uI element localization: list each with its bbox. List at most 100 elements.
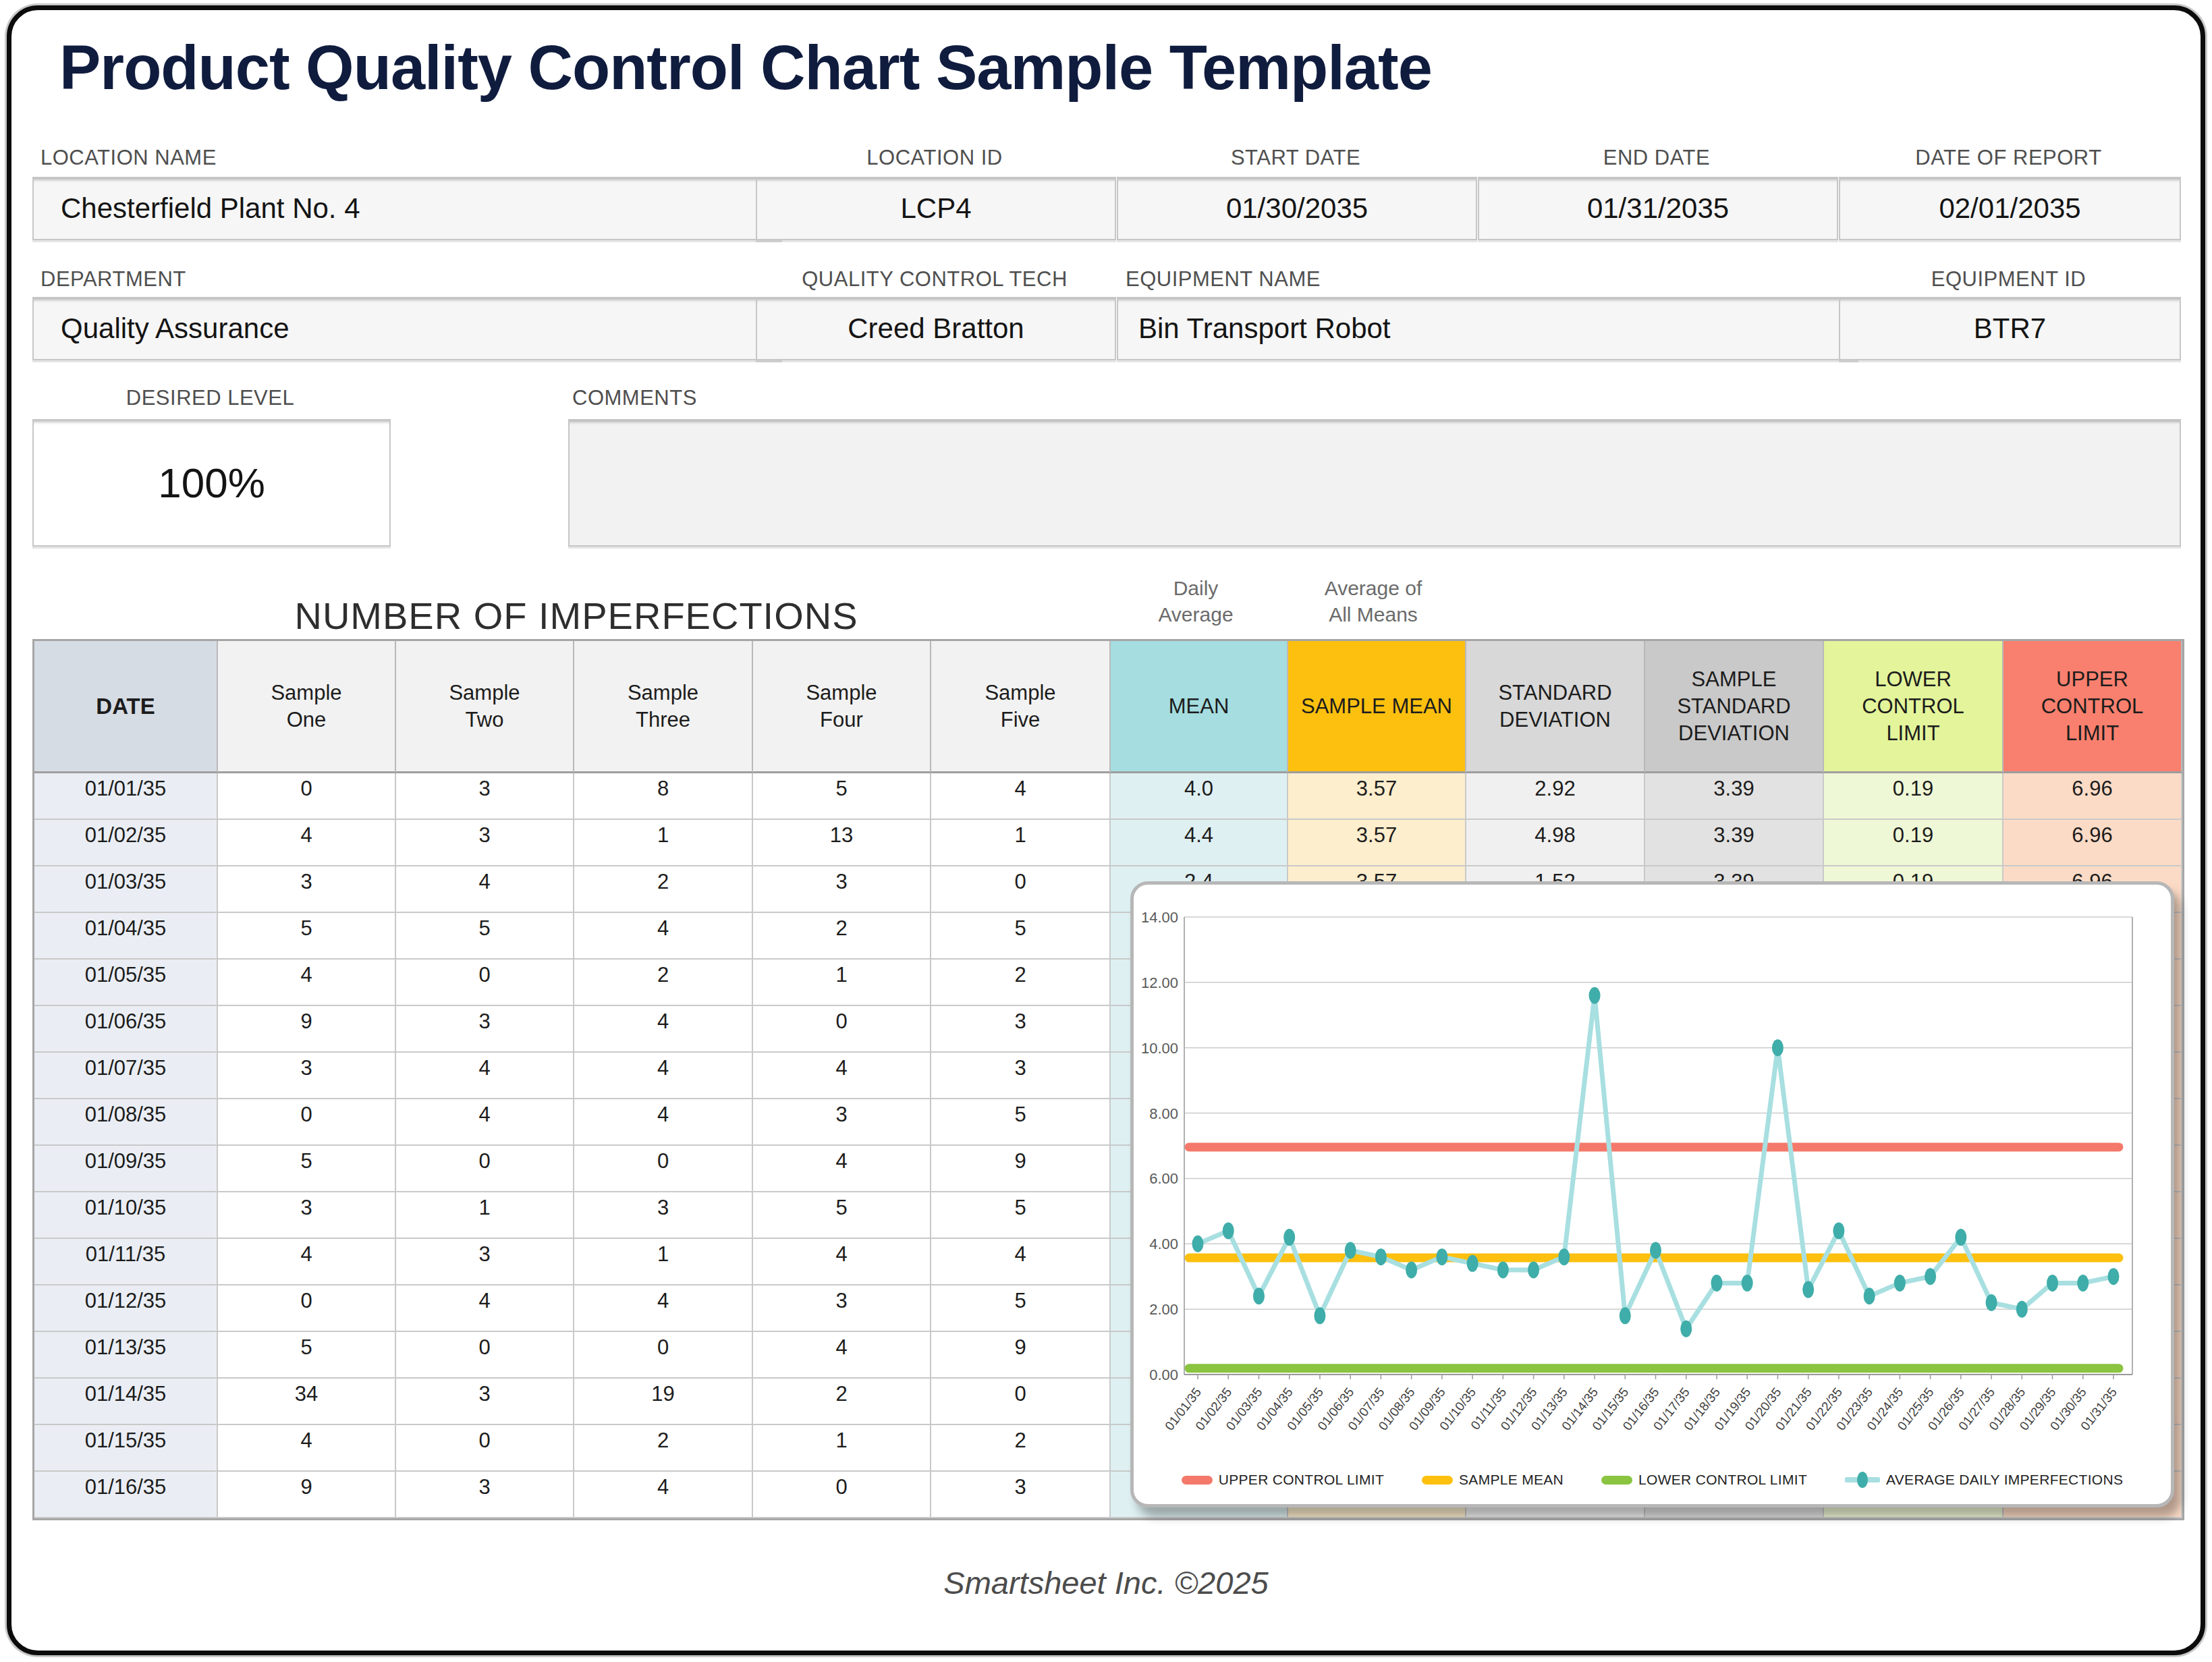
cell-sample-3[interactable]: 8 xyxy=(574,773,753,820)
qc-tech-field[interactable]: Creed Bratton xyxy=(756,297,1116,360)
cell-sample-2[interactable]: 3 xyxy=(396,1006,574,1053)
cell-sample-3[interactable]: 19 xyxy=(574,1379,753,1425)
cell-date[interactable]: 01/05/35 xyxy=(34,960,218,1006)
cell-date[interactable]: 01/04/35 xyxy=(34,913,218,960)
cell-sample-3[interactable]: 4 xyxy=(574,1053,753,1099)
cell-sample-3[interactable]: 1 xyxy=(574,820,753,866)
cell-sample-5[interactable]: 4 xyxy=(931,773,1111,820)
start-date-field[interactable]: 01/30/2035 xyxy=(1117,177,1477,240)
cell-sample-4[interactable]: 0 xyxy=(753,1472,931,1518)
cell-date[interactable]: 01/06/35 xyxy=(34,1006,218,1053)
cell-sample_mean[interactable]: 3.57 xyxy=(1288,773,1466,820)
cell-date[interactable]: 01/16/35 xyxy=(34,1472,218,1518)
equipment-id-field[interactable]: BTR7 xyxy=(1839,297,2181,360)
cell-sample-3[interactable]: 4 xyxy=(574,1099,753,1146)
cell-sample-4[interactable]: 2 xyxy=(753,1379,931,1425)
cell-date[interactable]: 01/09/35 xyxy=(34,1146,218,1192)
cell-sample-1[interactable]: 4 xyxy=(218,960,396,1006)
cell-sample-2[interactable]: 4 xyxy=(396,1053,574,1099)
cell-sample-5[interactable]: 0 xyxy=(931,866,1111,913)
cell-date[interactable]: 01/02/35 xyxy=(34,820,218,866)
date-of-report-field[interactable]: 02/01/2035 xyxy=(1839,177,2181,240)
cell-sample-4[interactable]: 1 xyxy=(753,960,931,1006)
desired-level-field[interactable]: 100% xyxy=(32,419,391,547)
cell-sample-1[interactable]: 3 xyxy=(218,1053,396,1099)
cell-sample-5[interactable]: 3 xyxy=(931,1053,1111,1099)
cell-sample-1[interactable]: 5 xyxy=(218,913,396,960)
cell-sample-3[interactable]: 0 xyxy=(574,1146,753,1192)
cell-sample-4[interactable]: 3 xyxy=(753,866,931,913)
cell-mean[interactable]: 4.0 xyxy=(1111,773,1288,820)
cell-sample-2[interactable]: 4 xyxy=(396,1285,574,1332)
cell-lcl[interactable]: 0.19 xyxy=(1824,820,2003,866)
cell-date[interactable]: 01/13/35 xyxy=(34,1332,218,1379)
cell-sample-3[interactable]: 3 xyxy=(574,1192,753,1239)
cell-sample-1[interactable]: 4 xyxy=(218,1425,396,1472)
cell-sample-5[interactable]: 5 xyxy=(931,1285,1111,1332)
cell-sample-3[interactable]: 4 xyxy=(574,1285,753,1332)
cell-sample-4[interactable]: 3 xyxy=(753,1285,931,1332)
cell-date[interactable]: 01/08/35 xyxy=(34,1099,218,1146)
cell-sample-4[interactable]: 4 xyxy=(753,1146,931,1192)
cell-sample-1[interactable]: 3 xyxy=(218,1192,396,1239)
cell-sample-5[interactable]: 1 xyxy=(931,820,1111,866)
cell-sample-3[interactable]: 4 xyxy=(574,1472,753,1518)
cell-date[interactable]: 01/01/35 xyxy=(34,773,218,820)
cell-sample-4[interactable]: 4 xyxy=(753,1053,931,1099)
equipment-name-field[interactable]: Bin Transport Robot xyxy=(1117,297,1858,360)
cell-sample-2[interactable]: 4 xyxy=(396,1099,574,1146)
cell-sample-3[interactable]: 4 xyxy=(574,913,753,960)
cell-sample-1[interactable]: 5 xyxy=(218,1332,396,1379)
cell-sample-5[interactable]: 3 xyxy=(931,1006,1111,1053)
cell-sample-4[interactable]: 0 xyxy=(753,1006,931,1053)
cell-sample-1[interactable]: 34 xyxy=(218,1379,396,1425)
cell-sstd[interactable]: 3.39 xyxy=(1645,773,1824,820)
cell-date[interactable]: 01/15/35 xyxy=(34,1425,218,1472)
cell-sample-4[interactable]: 2 xyxy=(753,913,931,960)
cell-sample-3[interactable]: 4 xyxy=(574,1006,753,1053)
cell-mean[interactable]: 4.4 xyxy=(1111,820,1288,866)
cell-sstd[interactable]: 3.39 xyxy=(1645,820,1824,866)
cell-sample-2[interactable]: 5 xyxy=(396,913,574,960)
cell-sample-4[interactable]: 3 xyxy=(753,1099,931,1146)
cell-sample-4[interactable]: 5 xyxy=(753,773,931,820)
cell-sample-1[interactable]: 0 xyxy=(218,773,396,820)
cell-sample-3[interactable]: 0 xyxy=(574,1332,753,1379)
cell-sample-2[interactable]: 0 xyxy=(396,960,574,1006)
cell-std[interactable]: 2.92 xyxy=(1466,773,1645,820)
cell-sample-2[interactable]: 0 xyxy=(396,1425,574,1472)
cell-sample-5[interactable]: 5 xyxy=(931,1192,1111,1239)
cell-ucl[interactable]: 6.96 xyxy=(2003,773,2182,820)
end-date-field[interactable]: 01/31/2035 xyxy=(1478,177,1838,240)
location-name-field[interactable]: Chesterfield Plant No. 4 xyxy=(32,177,782,240)
cell-sample-2[interactable]: 3 xyxy=(396,1239,574,1285)
cell-sample-2[interactable]: 3 xyxy=(396,1472,574,1518)
cell-sample-4[interactable]: 4 xyxy=(753,1239,931,1285)
cell-sample-3[interactable]: 2 xyxy=(574,1425,753,1472)
cell-sample-5[interactable]: 0 xyxy=(931,1379,1111,1425)
cell-sample-5[interactable]: 4 xyxy=(931,1239,1111,1285)
cell-sample-1[interactable]: 3 xyxy=(218,866,396,913)
cell-sample-5[interactable]: 9 xyxy=(931,1332,1111,1379)
cell-sample-4[interactable]: 4 xyxy=(753,1332,931,1379)
cell-date[interactable]: 01/11/35 xyxy=(34,1239,218,1285)
cell-sample-1[interactable]: 5 xyxy=(218,1146,396,1192)
cell-std[interactable]: 4.98 xyxy=(1466,820,1645,866)
cell-sample-1[interactable]: 4 xyxy=(218,820,396,866)
cell-sample-2[interactable]: 3 xyxy=(396,773,574,820)
cell-sample-1[interactable]: 9 xyxy=(218,1472,396,1518)
cell-sample-4[interactable]: 13 xyxy=(753,820,931,866)
cell-date[interactable]: 01/10/35 xyxy=(34,1192,218,1239)
location-id-field[interactable]: LCP4 xyxy=(756,177,1116,240)
cell-sample-4[interactable]: 1 xyxy=(753,1425,931,1472)
cell-sample-5[interactable]: 5 xyxy=(931,913,1111,960)
cell-sample-5[interactable]: 2 xyxy=(931,960,1111,1006)
cell-sample_mean[interactable]: 3.57 xyxy=(1288,820,1466,866)
cell-sample-2[interactable]: 0 xyxy=(396,1332,574,1379)
cell-sample-5[interactable]: 9 xyxy=(931,1146,1111,1192)
cell-sample-2[interactable]: 3 xyxy=(396,820,574,866)
cell-sample-3[interactable]: 2 xyxy=(574,960,753,1006)
department-field[interactable]: Quality Assurance xyxy=(32,297,782,360)
cell-sample-5[interactable]: 5 xyxy=(931,1099,1111,1146)
cell-sample-1[interactable]: 9 xyxy=(218,1006,396,1053)
